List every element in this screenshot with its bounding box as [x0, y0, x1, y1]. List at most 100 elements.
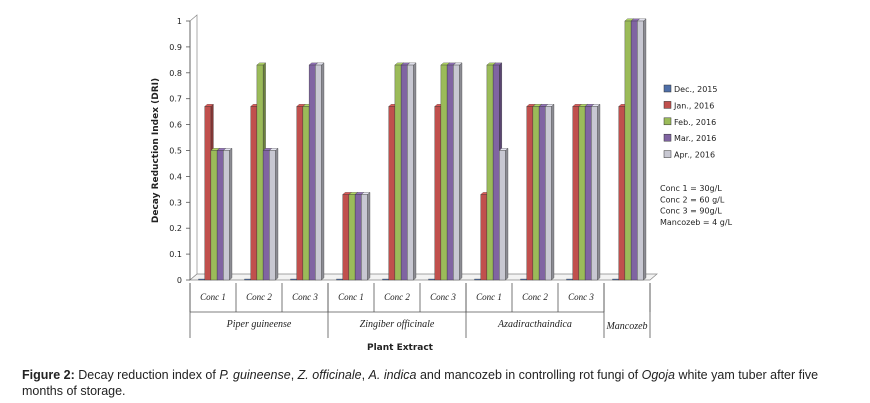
- bar-jan-2016: [204, 106, 212, 281]
- group-label: Mancozeb: [605, 321, 647, 332]
- bar-dec-2015: [520, 278, 527, 281]
- category-label: Conc 3: [430, 292, 456, 302]
- bar-apr-2016-side: [367, 191, 371, 281]
- y-tick-label: 0.6: [169, 121, 182, 130]
- category-label: Conc 2: [246, 292, 272, 302]
- y-tick-label: 0.2: [169, 224, 182, 233]
- axis-wall: [189, 14, 198, 281]
- bar-apr-2016: [315, 64, 322, 281]
- y-axis-title: Decay Reduction Index (DRI): [151, 78, 161, 223]
- bar-apr-2016-side: [413, 62, 417, 281]
- legend-swatch: [663, 133, 672, 142]
- group-label: Azadiracthaindica: [497, 319, 572, 330]
- bar-mar-2016: [630, 20, 638, 281]
- bar-mar-2016: [308, 64, 316, 281]
- group-label: Piper guineense: [226, 319, 292, 330]
- legend-label: Feb., 2016: [674, 118, 716, 127]
- caption-part: ,: [290, 368, 298, 382]
- y-tick-label: 0.1: [169, 250, 182, 259]
- bar-chart: 0 0.1 0.2 0.3 0.4 0.5 0.6 0.7 0.8 0.9 1 Decay Reduc…: [151, 14, 733, 353]
- bar-feb-2016: [394, 64, 402, 281]
- bar-dec-2015: [612, 278, 619, 281]
- bar-feb-2016: [486, 64, 494, 281]
- concentration-note: Mancozeb = 4 g/L: [660, 218, 733, 227]
- bar-feb-2016: [348, 194, 356, 281]
- bar-dec-2015: [428, 278, 435, 281]
- concentration-note: Conc 3 = 90g/L: [660, 207, 722, 216]
- caption-part: P. guineense: [219, 368, 291, 382]
- bar-jan-2016: [618, 106, 626, 281]
- bar-mar-2016: [446, 64, 454, 281]
- bar-jan-2016: [526, 106, 534, 281]
- category-label: Conc 2: [384, 292, 410, 302]
- category-label: Conc 1: [338, 292, 364, 302]
- bar-mar-2016: [262, 150, 270, 281]
- bar-apr-2016: [499, 150, 506, 281]
- category-label: Conc 3: [292, 292, 318, 302]
- figure-caption: Figure 2: Decay reduction index of P. gu…: [22, 367, 862, 399]
- bar-mar-2016: [492, 64, 500, 281]
- bar-jan-2016: [342, 194, 350, 281]
- caption-part: Decay reduction index of: [74, 368, 220, 382]
- group-label: Zingiber officinale: [360, 319, 435, 330]
- bar-apr-2016-side: [459, 62, 463, 281]
- bar-dec-2015: [244, 278, 251, 281]
- bar-apr-2016-side: [597, 103, 601, 281]
- y-tick-label: 0.7: [169, 95, 182, 104]
- bar-feb-2016: [210, 150, 218, 281]
- bar-apr-2016: [407, 64, 414, 281]
- bar-apr-2016-side: [321, 62, 325, 281]
- bar-feb-2016: [440, 64, 448, 281]
- caption-part: and mancozeb in controlling rot fungi of: [416, 368, 642, 382]
- caption-part: A. indica: [368, 368, 417, 382]
- legend-label: Jan., 2016: [673, 101, 714, 110]
- legend-swatch: [663, 101, 672, 109]
- bar-jan-2016: [480, 194, 488, 281]
- y-tick-label: 0.3: [169, 198, 182, 207]
- legend-label: Apr., 2016: [674, 151, 715, 160]
- bar-mar-2016: [354, 194, 362, 281]
- bar-dec-2015: [290, 278, 297, 281]
- legend-swatch: [663, 84, 672, 93]
- bar-mar-2016: [584, 106, 592, 281]
- caption-part: white yam tuber after five months of sto…: [22, 368, 819, 398]
- bar-apr-2016-side: [275, 147, 279, 281]
- legend-label: Dec., 2015: [674, 85, 717, 94]
- bar-feb-2016: [532, 106, 540, 281]
- y-tick-label: 0.4: [169, 172, 182, 181]
- caption-text: Decay reduction index of P. guineense, Z…: [22, 368, 818, 398]
- bar-feb-2016: [256, 64, 264, 281]
- x-axis-title: Plant Extract: [367, 343, 434, 353]
- category-label: Conc 1: [476, 292, 502, 302]
- y-tick-label: 1: [177, 17, 182, 26]
- bar-apr-2016: [269, 150, 276, 281]
- y-tick-label: 0: [177, 276, 182, 285]
- bar-apr-2016: [591, 106, 598, 281]
- bar-apr-2016: [223, 150, 230, 281]
- bar-apr-2016: [453, 64, 460, 281]
- bar-dec-2015: [474, 278, 481, 281]
- bar-jan-2016: [434, 106, 442, 281]
- y-tick-label: 0.5: [169, 147, 182, 156]
- bar-apr-2016-side: [643, 18, 647, 281]
- legend-swatch: [663, 150, 672, 158]
- bar-feb-2016: [578, 106, 586, 281]
- y-tick-label: 0.9: [169, 43, 182, 52]
- bar-apr-2016-side: [505, 147, 509, 281]
- bar-mar-2016: [400, 64, 408, 281]
- caption-part: Ogoja: [641, 368, 675, 382]
- category-label: Conc 2: [522, 292, 548, 302]
- caption-part: ,: [361, 368, 369, 382]
- legend-label: Mar., 2016: [674, 134, 716, 143]
- bar-dec-2015: [336, 278, 343, 281]
- category-label: Conc 3: [568, 292, 594, 302]
- concentration-note: Conc 1 = 30g/L: [660, 184, 722, 193]
- category-label: Conc 1: [200, 292, 226, 302]
- bar-dec-2015: [198, 278, 205, 281]
- y-tick-label: 0.8: [169, 69, 182, 78]
- bar-mar-2016: [538, 106, 546, 281]
- bar-apr-2016: [361, 194, 368, 281]
- bar-apr-2016-side: [551, 103, 555, 281]
- bar-feb-2016: [302, 106, 310, 281]
- bar-apr-2016: [545, 106, 552, 281]
